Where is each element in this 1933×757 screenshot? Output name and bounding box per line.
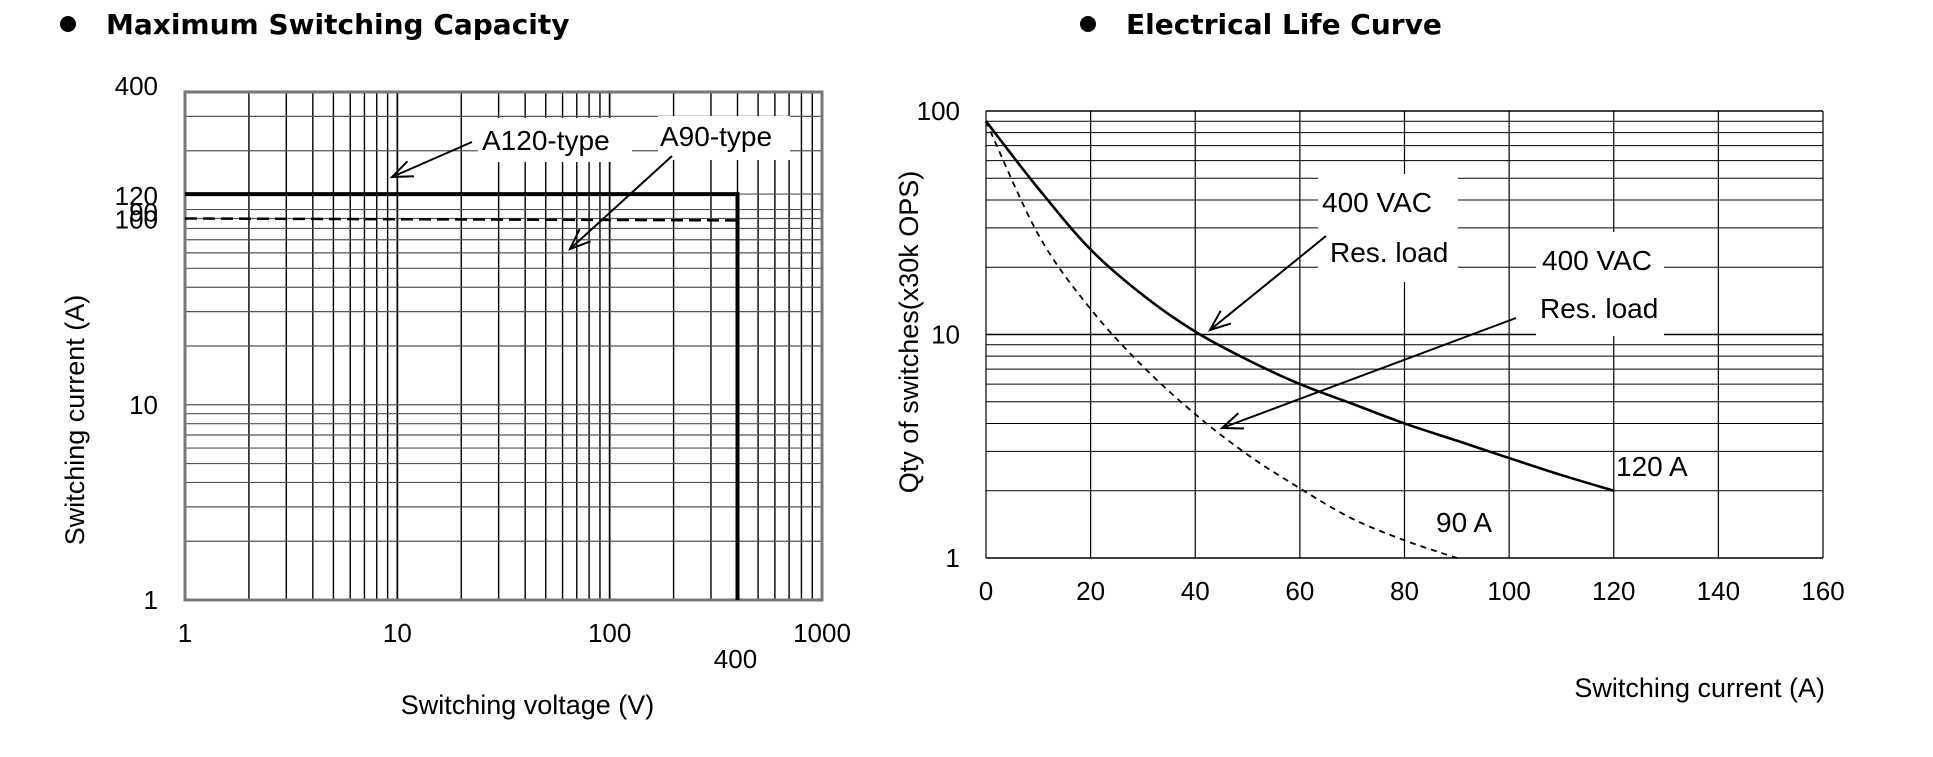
bullet-icon: [1080, 16, 1096, 32]
series-label-90a: 90 A: [1436, 507, 1492, 538]
x-tick-label: 120: [1592, 576, 1635, 606]
x-tick-label: 100: [588, 618, 631, 648]
series-label-120a: 120 A: [1616, 451, 1688, 482]
plot-frame: [183, 90, 824, 602]
annotation-arrow-2-head: [1219, 412, 1245, 430]
annotation-arrow-2: [1221, 317, 1517, 429]
x-tick-label: 140: [1697, 576, 1740, 606]
chart-title-text: Electrical Life Curve: [1126, 8, 1442, 41]
annotation-bg: [658, 116, 790, 160]
x-tick-label: 160: [1801, 576, 1844, 606]
x-tick-label: 10: [383, 618, 412, 648]
annotation-bg: [478, 118, 632, 162]
annotation-bg: [1318, 174, 1458, 282]
annotation-arrow-1-head: [1207, 310, 1232, 332]
x-axis-label: Switching current (A): [1574, 673, 1825, 703]
x-axis-label: Switching voltage (V): [401, 690, 655, 720]
y-axis-label: Switching current (A): [60, 295, 90, 546]
bullet-icon: [60, 16, 76, 32]
x-tick-label-extra: 400: [714, 644, 757, 674]
y-tick-label: 10: [931, 320, 960, 350]
series-line-a120-type: [185, 192, 740, 600]
y-tick-label: 90: [129, 197, 158, 227]
chart-title-max-switching-capacity: Maximum Switching Capacity: [60, 8, 570, 41]
annotation-arrow-1: [1209, 235, 1327, 331]
chart-title-text: Maximum Switching Capacity: [106, 8, 570, 41]
series-line-120-a: [984, 120, 1615, 492]
y-tick-label: 10: [129, 390, 158, 420]
annotation-bg: [1536, 232, 1664, 336]
annotation-400vac-2: 400 VAC: [1542, 245, 1652, 276]
annotation-a90-type: A90-type: [660, 121, 772, 152]
x-tick-label: 0: [979, 576, 993, 606]
y-tick-label: 100: [115, 205, 158, 235]
annotation-a120-type: A120-type: [482, 125, 610, 156]
y-tick-label: 100: [917, 96, 960, 126]
annotation-res-load-1: Res. load: [1330, 237, 1448, 268]
electrical-life-curve-chart: 0 20 40 60 80 100 120 140 160 1 10 100 Switching cur…: [894, 96, 1845, 703]
y-tick-label: 400: [115, 71, 158, 101]
series-line-90-a: [985, 120, 1458, 559]
annotation-arrow-a120: [391, 141, 473, 178]
x-tick-label: 60: [1285, 576, 1314, 606]
annotation-arrow-a90: [569, 155, 673, 250]
x-tick-label: 1: [178, 618, 192, 648]
y-axis-label: Qty of switches(x30k OPS): [894, 171, 924, 494]
annotation-arrow-a120-head: [389, 160, 415, 179]
series-line-a90-type: [184, 217, 738, 222]
x-tick-label: 20: [1076, 576, 1105, 606]
y-tick-label: 1: [946, 543, 960, 573]
y-tick-label: 120: [115, 181, 158, 211]
chart-title-electrical-life-curve: Electrical Life Curve: [1080, 8, 1442, 41]
x-tick-label: 1000: [793, 618, 851, 648]
annotation-arrow-a90-head: [568, 228, 591, 251]
annotation-res-load-2: Res. load: [1540, 293, 1658, 324]
y-tick-label: 1: [144, 585, 158, 615]
x-tick-label: 40: [1181, 576, 1210, 606]
x-tick-label: 80: [1390, 576, 1419, 606]
x-tick-label: 100: [1487, 576, 1530, 606]
annotation-400vac-1: 400 VAC: [1322, 187, 1432, 218]
